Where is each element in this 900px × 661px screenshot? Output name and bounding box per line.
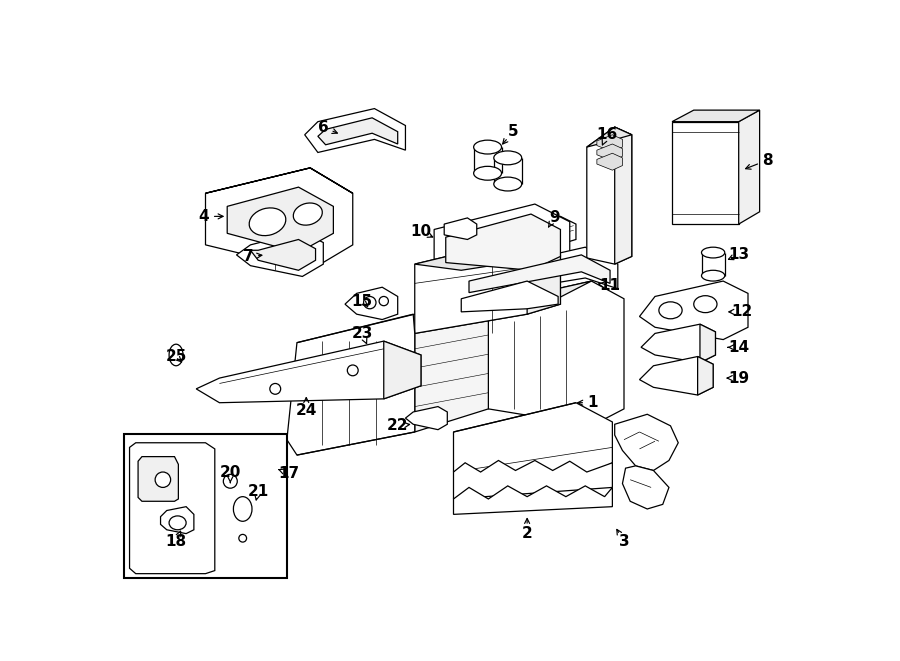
Text: 7: 7 — [243, 249, 254, 264]
Polygon shape — [205, 168, 353, 193]
Polygon shape — [597, 135, 623, 152]
Polygon shape — [405, 407, 447, 430]
Polygon shape — [345, 288, 398, 319]
Text: 25: 25 — [166, 349, 186, 364]
Polygon shape — [700, 324, 716, 363]
Polygon shape — [415, 281, 591, 333]
Text: 5: 5 — [508, 124, 518, 139]
Polygon shape — [138, 457, 178, 501]
Circle shape — [270, 383, 281, 394]
Text: 11: 11 — [599, 278, 621, 293]
Polygon shape — [527, 237, 561, 314]
Polygon shape — [489, 281, 624, 426]
Circle shape — [347, 365, 358, 375]
Text: 19: 19 — [728, 371, 750, 385]
Polygon shape — [672, 110, 760, 122]
Polygon shape — [415, 237, 561, 333]
Polygon shape — [615, 127, 632, 264]
Text: 1: 1 — [588, 395, 598, 410]
Ellipse shape — [293, 203, 322, 225]
Polygon shape — [615, 414, 679, 471]
Ellipse shape — [249, 208, 286, 235]
Ellipse shape — [694, 295, 717, 313]
Ellipse shape — [494, 151, 522, 165]
Polygon shape — [672, 122, 739, 224]
Circle shape — [155, 472, 171, 487]
Polygon shape — [597, 153, 623, 170]
FancyBboxPatch shape — [124, 434, 287, 578]
Polygon shape — [640, 356, 713, 395]
Polygon shape — [130, 443, 215, 574]
Circle shape — [223, 475, 238, 488]
Ellipse shape — [169, 516, 186, 529]
Polygon shape — [415, 304, 489, 432]
Polygon shape — [160, 507, 194, 533]
Polygon shape — [623, 466, 669, 509]
Text: 23: 23 — [351, 326, 373, 341]
Polygon shape — [237, 232, 323, 276]
Text: 9: 9 — [549, 210, 560, 225]
Text: 13: 13 — [728, 247, 750, 262]
Polygon shape — [227, 187, 333, 253]
Polygon shape — [454, 486, 612, 514]
Polygon shape — [205, 168, 353, 270]
Polygon shape — [250, 239, 316, 270]
Polygon shape — [640, 281, 748, 340]
Text: 4: 4 — [199, 209, 210, 224]
Text: 14: 14 — [728, 340, 750, 355]
Polygon shape — [305, 108, 405, 153]
Polygon shape — [597, 144, 623, 161]
Polygon shape — [287, 314, 415, 455]
Polygon shape — [587, 127, 632, 147]
Polygon shape — [587, 127, 632, 264]
Polygon shape — [383, 341, 421, 399]
Ellipse shape — [233, 496, 252, 522]
Circle shape — [364, 297, 376, 309]
Text: 21: 21 — [248, 484, 269, 499]
Polygon shape — [445, 218, 477, 239]
Text: 15: 15 — [352, 293, 373, 309]
Polygon shape — [535, 216, 576, 247]
Polygon shape — [415, 237, 561, 270]
Polygon shape — [446, 214, 561, 270]
Polygon shape — [460, 247, 617, 299]
Text: 12: 12 — [731, 304, 752, 319]
Ellipse shape — [494, 177, 522, 191]
Polygon shape — [454, 403, 612, 481]
Ellipse shape — [473, 167, 501, 180]
Text: 16: 16 — [597, 128, 617, 142]
Ellipse shape — [169, 344, 183, 366]
Polygon shape — [461, 281, 558, 312]
Circle shape — [379, 297, 389, 305]
Text: 17: 17 — [279, 466, 300, 481]
Text: 18: 18 — [166, 534, 186, 549]
Text: 24: 24 — [295, 403, 317, 418]
Circle shape — [238, 534, 247, 542]
Polygon shape — [318, 118, 398, 145]
Text: 10: 10 — [410, 224, 431, 239]
Polygon shape — [196, 341, 421, 403]
Text: 3: 3 — [618, 534, 629, 549]
Polygon shape — [454, 461, 612, 499]
Polygon shape — [469, 255, 610, 293]
Polygon shape — [698, 356, 713, 395]
Polygon shape — [641, 324, 716, 363]
Text: 2: 2 — [522, 526, 533, 541]
Ellipse shape — [659, 302, 682, 319]
Ellipse shape — [701, 270, 724, 281]
Ellipse shape — [701, 247, 724, 258]
Text: 6: 6 — [318, 120, 328, 135]
Text: 22: 22 — [387, 418, 409, 434]
Polygon shape — [739, 110, 760, 224]
Polygon shape — [434, 204, 570, 278]
Text: 8: 8 — [762, 153, 773, 168]
Text: 20: 20 — [220, 465, 241, 479]
Ellipse shape — [473, 140, 501, 154]
